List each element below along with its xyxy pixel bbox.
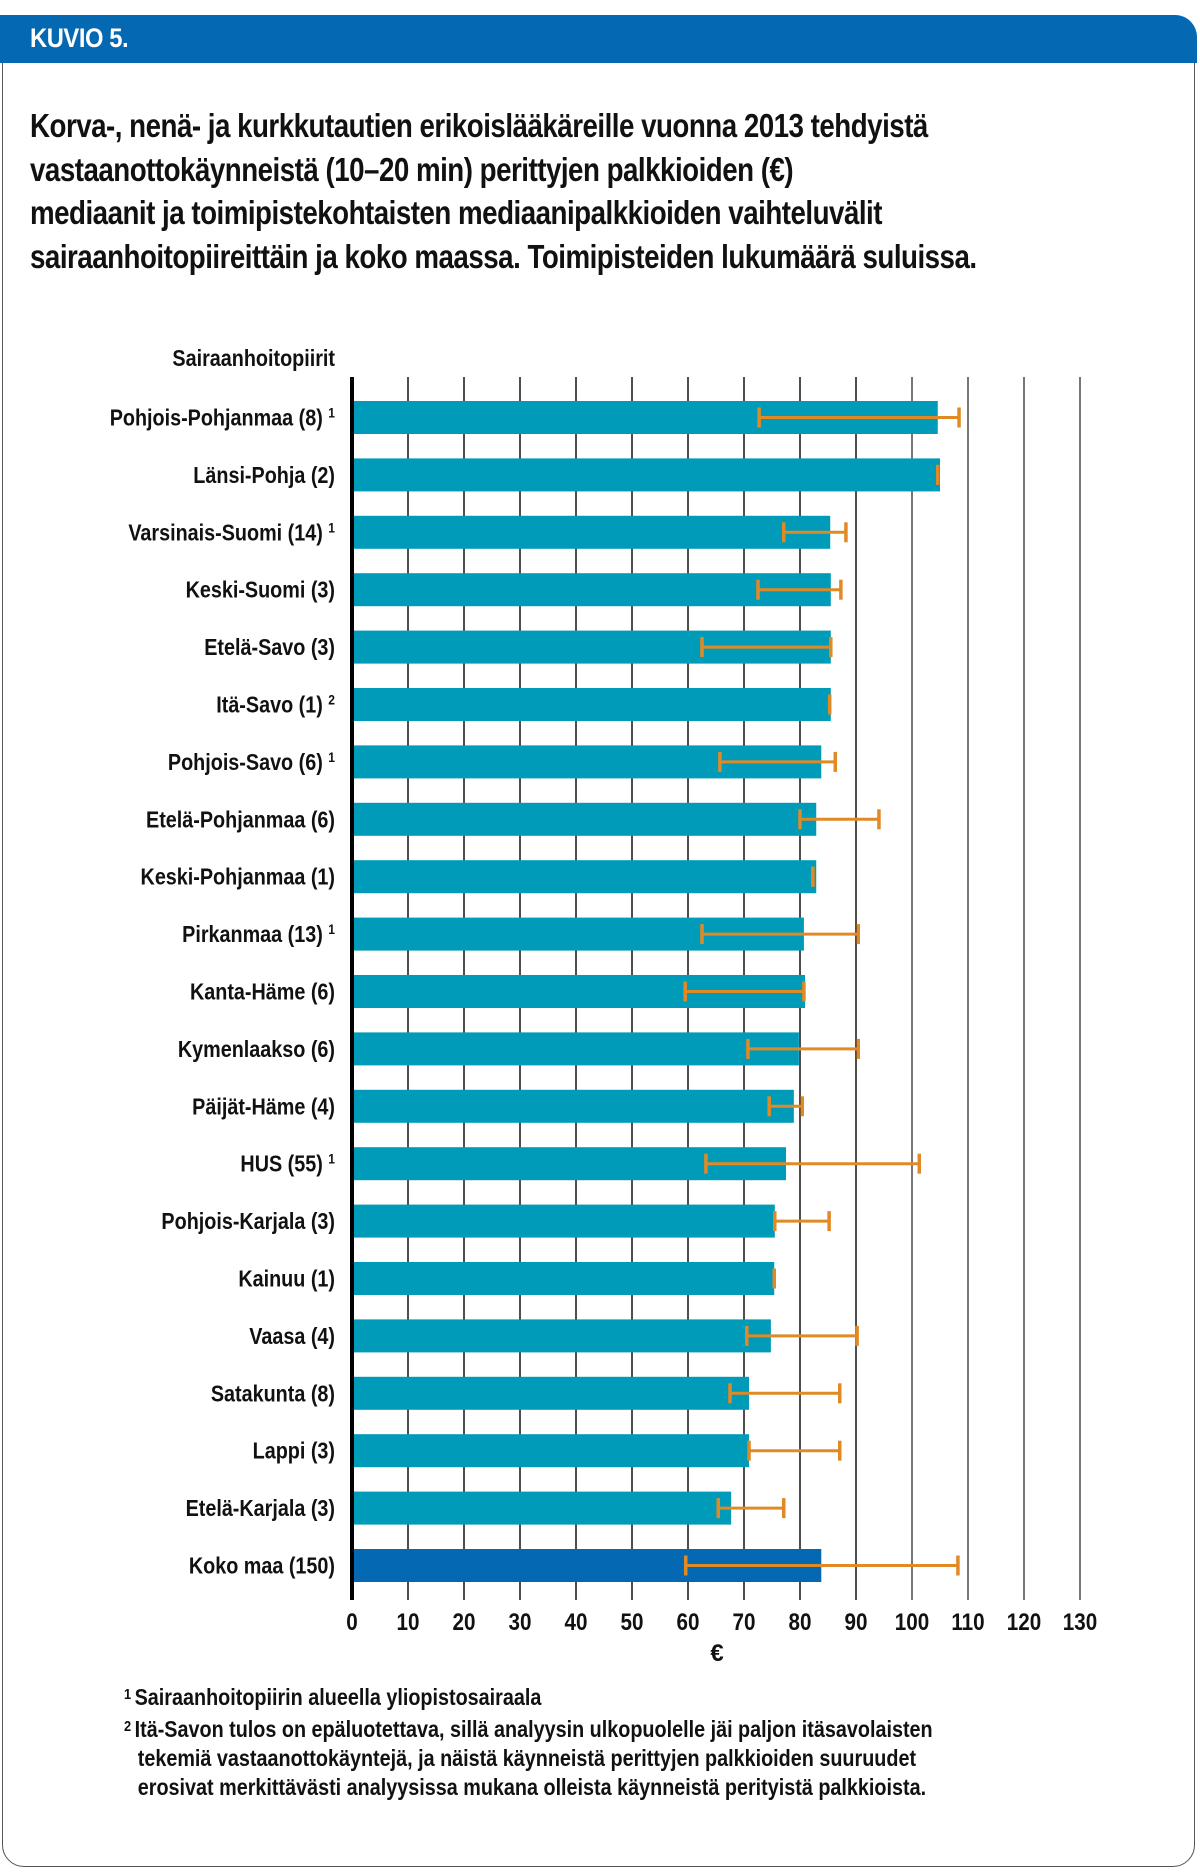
bar: [352, 1262, 775, 1295]
footnote-2-cont: erosivat merkittävästi analyysissa mukan…: [137, 1774, 927, 1800]
footnote-mark: 2: [124, 1718, 132, 1735]
bars: [352, 401, 940, 1582]
x-tick-label: 50: [621, 1609, 644, 1636]
x-tick-label: 100: [895, 1609, 929, 1636]
category-label: Itä-Savo (1) 2: [216, 692, 335, 718]
footnote-mark: 1: [328, 1151, 335, 1167]
error-bar: [684, 1555, 960, 1576]
title-line: mediaanit ja toimipistekohtaisten mediaa…: [30, 194, 882, 231]
error-bar: [728, 1383, 842, 1404]
bar: [352, 860, 817, 894]
bar: [352, 1089, 794, 1123]
x-tick-label: 0: [346, 1609, 357, 1636]
bar: [352, 1204, 775, 1238]
x-tick-label: 10: [397, 1609, 420, 1636]
bar: [352, 515, 831, 549]
category-label: Päijät-Häme (4): [192, 1094, 335, 1120]
x-tick-label: 90: [845, 1609, 868, 1636]
error-bar: [782, 522, 848, 543]
x-tick-label: 130: [1063, 1609, 1097, 1636]
category-label: Pohjois-Karjala (3): [161, 1209, 335, 1235]
bar: [352, 573, 831, 607]
x-tick-labels: 0 10 20 30 40 50 60 70 80 90 100 110 120 130: [346, 1609, 1097, 1636]
footnote-2: 2 Itä-Savon tulos on epäluotettava, sillä…: [124, 1712, 933, 1744]
category-label: Keski-Suomi (3): [186, 577, 335, 603]
error-bar: [773, 1211, 831, 1232]
x-tick-label: 60: [677, 1609, 700, 1636]
error-bar: [745, 1325, 859, 1346]
bar: [352, 1491, 732, 1525]
title-line: Korva-, nenä- ja kurkkutautien erikoislä…: [30, 107, 928, 144]
x-tick-label: 110: [951, 1609, 984, 1636]
footnote-2-cont: tekemiä vastaanottokäyntejä, ja näistä k…: [137, 1745, 917, 1771]
bar: [352, 1434, 750, 1468]
error-bar: [798, 809, 881, 830]
footnote-mark: 1: [328, 519, 335, 535]
range-whiskers: [683, 407, 961, 1576]
category-label: Etelä-Karjala (3): [186, 1496, 335, 1522]
footnote-mark: 1: [328, 749, 335, 765]
footnote-1: 1 Sairaanhoitopiirin alueella yliopistosa…: [124, 1680, 933, 1712]
footnote-text: Sairaanhoitopiirin alueella yliopistosai…: [134, 1684, 542, 1710]
category-label: Lappi (3): [253, 1438, 335, 1464]
category-label: Koko maa (150): [189, 1553, 335, 1579]
footnote-mark: 1: [328, 921, 335, 937]
bar: [352, 1319, 771, 1353]
x-tick-label: 40: [565, 1609, 588, 1636]
category-label: Etelä-Pohjanmaa (6): [146, 807, 335, 833]
category-label: Pohjois-Pohjanmaa (8) 1: [110, 405, 335, 431]
error-bar: [700, 637, 833, 658]
bar: [352, 802, 817, 836]
error-bar: [683, 981, 806, 1002]
category-labels: Pohjois-Pohjanmaa (8) 1 Länsi-Pohja (2) Va…: [110, 405, 335, 1579]
x-tick-label: 80: [789, 1609, 812, 1636]
title-line: vastaanottokäynneistä (10–20 min) peritt…: [30, 150, 794, 188]
category-label: Keski-Pohjanmaa (1): [141, 864, 335, 890]
bar: [352, 1032, 799, 1066]
error-bar: [747, 1440, 842, 1461]
footnote-mark: 1: [328, 405, 335, 421]
x-tick-label: 120: [1007, 1609, 1041, 1636]
error-bar: [704, 1153, 922, 1174]
bar: [352, 1376, 750, 1410]
footnote-mark: 2: [328, 692, 335, 708]
title-line: sairaanhoitopiireittäin ja koko maassa. …: [30, 237, 977, 275]
bar: [352, 688, 831, 721]
figure-label: KUVIO 5.: [30, 23, 129, 53]
category-label: Pirkanmaa (13) 1: [182, 921, 335, 947]
category-label: Varsinais-Suomi (14) 1: [128, 519, 335, 545]
category-label: Pohjois-Savo (6) 1: [168, 749, 335, 775]
footnote-mark: 1: [124, 1686, 132, 1703]
error-bar: [700, 924, 860, 945]
footnote-text: Itä-Savon tulos on epäluotettava, sillä …: [134, 1716, 933, 1742]
x-axis-label: €: [710, 1640, 723, 1667]
category-label: Länsi-Pohja (2): [193, 463, 335, 489]
error-bar: [746, 1038, 860, 1059]
x-tick-label: 30: [509, 1609, 532, 1636]
category-label: Kanta-Häme (6): [190, 979, 335, 1005]
error-bar: [716, 1498, 786, 1519]
error-bar: [756, 579, 843, 600]
figure-header: KUVIO 5.: [0, 15, 1197, 63]
x-tick-label: 70: [733, 1609, 756, 1636]
category-label: HUS (55) 1: [240, 1151, 335, 1177]
bar: [352, 458, 940, 492]
error-bar: [718, 751, 838, 772]
category-header: Sairaanhoitopiirit: [172, 346, 335, 372]
category-label: Vaasa (4): [249, 1324, 335, 1350]
category-label: Kainuu (1): [238, 1266, 335, 1292]
error-bar: [757, 407, 961, 428]
category-label: Kymenlaakso (6): [178, 1037, 335, 1063]
x-tick-label: 20: [453, 1609, 476, 1636]
category-label: Satakunta (8): [211, 1381, 335, 1407]
category-label: Etelä-Savo (3): [204, 635, 335, 661]
error-bar: [767, 1096, 804, 1117]
chart-title: Korva-, nenä- ja kurkkutautien erikoislä…: [30, 104, 1180, 278]
footnotes: 1 Sairaanhoitopiirin alueella yliopistosa…: [124, 1680, 1064, 1802]
